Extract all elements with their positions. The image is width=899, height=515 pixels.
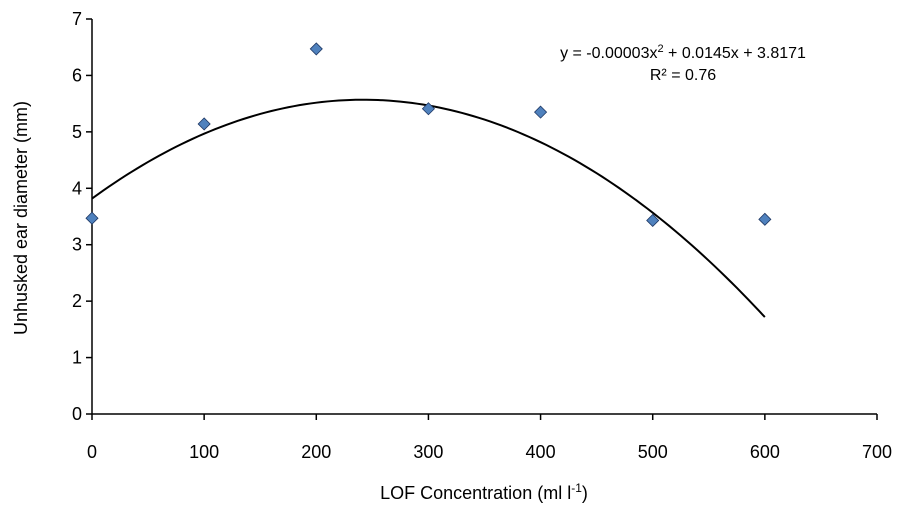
data-point <box>197 117 211 131</box>
y-tick-label: 1 <box>72 348 82 368</box>
x-tick-label: 700 <box>862 442 892 462</box>
data-point <box>758 212 772 226</box>
y-axis-ticks: 0 1 2 3 4 5 6 7 <box>72 9 92 424</box>
data-points <box>85 42 772 228</box>
x-axis-ticks: 0 100 200 300 400 500 600 700 <box>87 414 892 462</box>
y-tick-label: 6 <box>72 65 82 85</box>
y-tick-label: 0 <box>72 404 82 424</box>
plot-area: 0 1 2 3 4 5 6 7 0 100 200 300 400 500 600 700 <box>72 9 892 462</box>
trendline-equation: y = -0.00003x2 + 0.0145x + 3.8171 <box>560 43 806 62</box>
y-tick-label: 5 <box>72 122 82 142</box>
x-tick-label: 300 <box>413 442 443 462</box>
r-squared-label: R² = 0.76 <box>650 67 716 84</box>
y-tick-label: 3 <box>72 235 82 255</box>
y-tick-label: 4 <box>72 178 82 198</box>
x-axis-title: LOF Concentration (ml l-1) <box>380 481 588 503</box>
data-point <box>85 211 99 225</box>
y-tick-label: 2 <box>72 291 82 311</box>
data-point <box>646 213 660 228</box>
x-tick-label: 100 <box>189 442 219 462</box>
y-axis-title: Unhusked ear diameter (mm) <box>11 101 31 335</box>
data-point <box>534 105 548 119</box>
y-tick-label: 7 <box>72 9 82 29</box>
x-tick-label: 200 <box>301 442 331 462</box>
data-point <box>309 42 323 56</box>
x-tick-label: 500 <box>638 442 668 462</box>
x-tick-label: 600 <box>750 442 780 462</box>
data-point <box>421 102 435 116</box>
x-tick-label: 400 <box>526 442 556 462</box>
trendline <box>91 98 766 318</box>
x-tick-label: 0 <box>87 442 97 462</box>
